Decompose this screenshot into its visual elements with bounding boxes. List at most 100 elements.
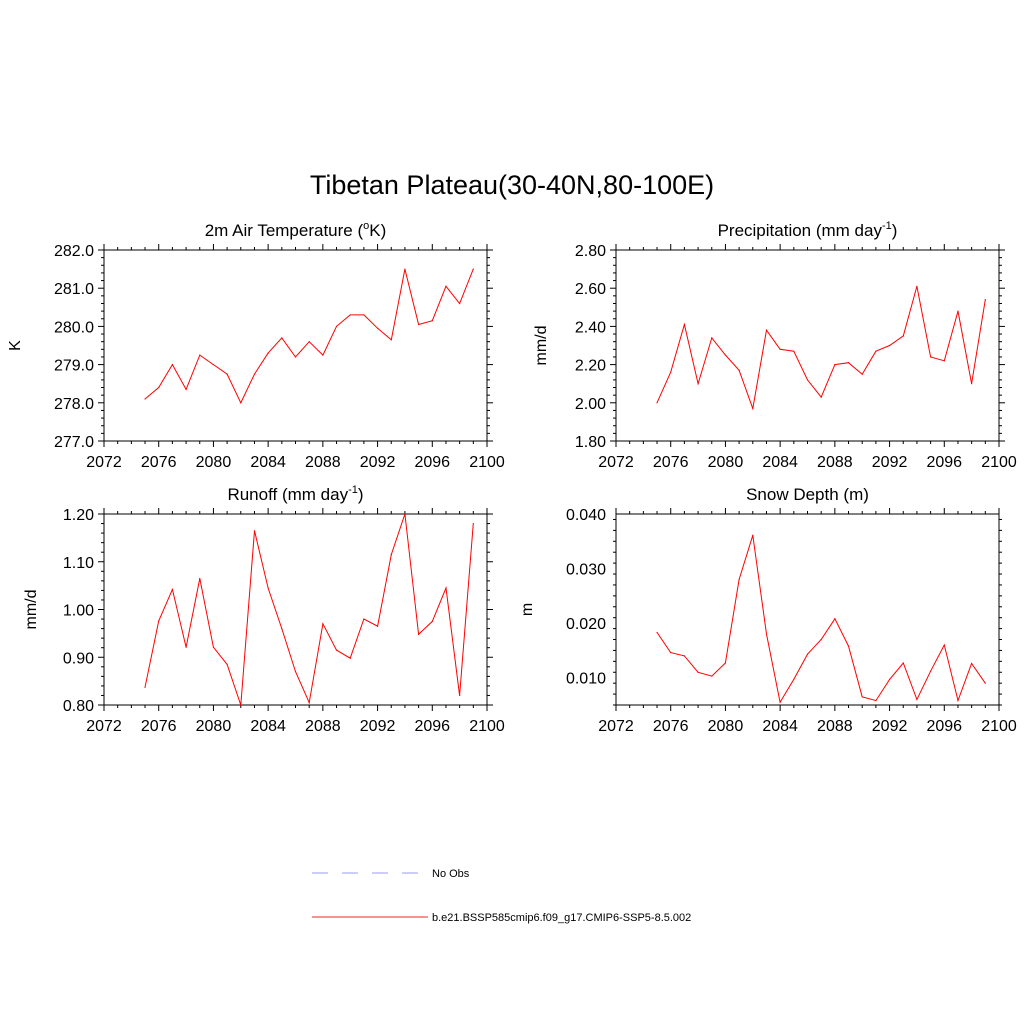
- x-tick-label: 2088: [305, 454, 341, 471]
- y-tick-label: 1.80: [575, 434, 606, 451]
- x-tick-label: 2088: [817, 718, 853, 735]
- chart-panel-2: 2072 2076 2080 2084 2088 2092 2096 2100 0.80 0.90…: [23, 484, 505, 735]
- x-tick-label: 2084: [762, 454, 798, 471]
- series-line: [656, 535, 986, 704]
- y-axis-label: K: [7, 340, 24, 351]
- data-point: [240, 704, 242, 706]
- data-point: [793, 678, 795, 680]
- data-point: [349, 314, 351, 316]
- series-line: [656, 286, 986, 411]
- data-point: [335, 649, 338, 651]
- data-point: [984, 299, 986, 301]
- y-tick-label: 2.00: [575, 396, 606, 413]
- legend-label-no-obs: No Obs: [432, 868, 470, 880]
- data-point: [171, 364, 173, 366]
- data-point: [902, 662, 904, 664]
- data-point: [683, 323, 685, 326]
- data-point: [875, 700, 877, 702]
- x-tick-label: 2084: [250, 718, 286, 735]
- x-tick-label: 2072: [598, 454, 634, 471]
- data-point: [888, 344, 891, 347]
- data-point: [697, 383, 699, 385]
- y-tick-label: 281.0: [54, 281, 94, 298]
- y-tick-label: 1.00: [63, 603, 94, 620]
- x-tick-label: 2080: [196, 454, 232, 471]
- data-point: [267, 587, 269, 589]
- data-point: [752, 534, 754, 536]
- data-point: [888, 678, 891, 680]
- data-point: [472, 268, 474, 270]
- data-point: [943, 644, 945, 646]
- x-tick-label: 2080: [708, 454, 744, 471]
- data-point: [971, 383, 973, 385]
- x-tick-label: 2084: [250, 454, 286, 471]
- data-point: [738, 578, 740, 581]
- data-point: [697, 671, 699, 673]
- chart-panel-1: 2072 2076 2080 2084 2088 2092 2096 2100 1.80 2.00…: [533, 220, 1017, 471]
- data-point: [144, 686, 146, 688]
- data-point: [847, 362, 850, 364]
- data-point: [349, 657, 351, 659]
- data-point: [171, 588, 173, 591]
- x-tick-label: 2076: [653, 718, 689, 735]
- data-point: [779, 701, 781, 703]
- data-point: [847, 645, 850, 647]
- legend: No Obs b.e21.BSSP585cmip6.f09_g17.CMIP6-…: [312, 868, 691, 924]
- data-point: [404, 268, 406, 270]
- x-tick-label: 2080: [196, 718, 232, 735]
- chart-panel-3: 2072 2076 2080 2084 2088 2092 2096 2100 0.010 0.0…: [519, 485, 1017, 735]
- y-tick-label: 0.040: [566, 507, 606, 524]
- figure-title: Tibetan Plateau(30-40N,80-100E): [309, 170, 715, 200]
- x-tick-label: 2084: [762, 718, 798, 735]
- data-point: [902, 335, 904, 337]
- data-point: [158, 620, 160, 622]
- x-tick-label: 2092: [872, 718, 908, 735]
- data-point: [752, 407, 754, 410]
- data-point: [779, 348, 781, 350]
- data-point: [294, 670, 297, 673]
- x-tick-label: 2096: [926, 454, 962, 471]
- data-point: [281, 337, 283, 339]
- data-point: [459, 694, 461, 697]
- plot-frame: [103, 249, 488, 442]
- data-point: [253, 530, 256, 532]
- x-tick-label: 2072: [86, 454, 122, 471]
- data-point: [418, 323, 420, 326]
- data-point: [861, 373, 863, 375]
- y-tick-label: 0.90: [63, 650, 94, 667]
- data-point: [363, 618, 365, 620]
- y-tick-label: 2.40: [575, 319, 606, 336]
- x-tick-label: 2100: [981, 718, 1017, 735]
- x-tick-label: 2088: [305, 718, 341, 735]
- panel-title: Snow Depth (m): [746, 485, 869, 504]
- y-tick-label: 0.010: [566, 671, 606, 688]
- data-point: [957, 700, 959, 702]
- data-point: [445, 285, 447, 287]
- data-point: [861, 696, 863, 698]
- data-point: [404, 513, 406, 515]
- y-axis-label: mm/d: [23, 590, 40, 630]
- x-tick-label: 2100: [981, 454, 1017, 471]
- x-tick-label: 2100: [469, 454, 505, 471]
- y-tick-label: 2.60: [575, 281, 606, 298]
- chart-panel-0: 2072 2076 2080 2084 2088 2092 2096 2100 277.0 278…: [7, 220, 505, 471]
- data-point: [308, 341, 310, 343]
- data-point: [335, 325, 338, 327]
- data-point: [820, 396, 822, 398]
- y-axis-label: m: [519, 603, 536, 616]
- data-point: [418, 633, 420, 635]
- plot-frame: [615, 249, 1000, 442]
- data-point: [185, 388, 187, 391]
- data-point: [875, 350, 877, 352]
- data-point: [711, 675, 713, 677]
- data-point: [281, 628, 283, 630]
- data-point: [957, 310, 959, 312]
- y-tick-label: 0.020: [566, 616, 606, 633]
- x-tick-label: 2096: [414, 454, 450, 471]
- data-point: [390, 553, 392, 556]
- data-point: [670, 652, 672, 654]
- data-point: [834, 364, 836, 366]
- y-axis-label: mm/d: [533, 326, 550, 366]
- data-point: [226, 663, 228, 666]
